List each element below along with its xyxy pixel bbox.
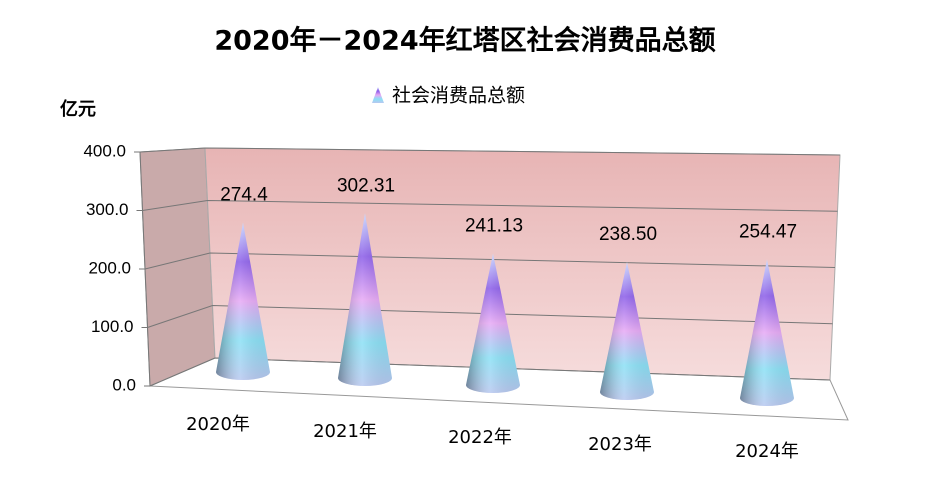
y-tick-label: 0.0 xyxy=(112,375,136,394)
back-wall xyxy=(204,147,841,381)
value-label: 238.50 xyxy=(599,224,657,245)
cone-shade xyxy=(740,259,794,406)
legend: 社会消费品总额 xyxy=(372,85,525,107)
y-tick-label: 400.0 xyxy=(83,141,126,160)
grid-line xyxy=(142,199,838,212)
cone-shade xyxy=(338,213,392,386)
legend-label: 社会消费品总额 xyxy=(392,85,525,107)
x-tick-label: 2021年 xyxy=(313,421,377,442)
cone-shade xyxy=(600,262,654,400)
y-tick-label: 300.0 xyxy=(86,200,129,219)
grid-line xyxy=(139,147,841,156)
value-label: 254.47 xyxy=(739,221,797,242)
y-tick-label: 200.0 xyxy=(88,258,131,277)
cone-shade xyxy=(466,253,520,393)
x-tick-label: 2023年 xyxy=(588,434,652,455)
legend-marker xyxy=(372,87,384,103)
value-label: 302.31 xyxy=(337,175,395,196)
x-tick-label: 2020年 xyxy=(186,414,250,435)
x-tick-label: 2022年 xyxy=(448,427,512,448)
y-axis-label: 亿元 xyxy=(60,98,96,120)
y-tick-label: 100.0 xyxy=(91,317,134,336)
y-axis xyxy=(139,151,151,387)
value-label: 274.4 xyxy=(220,184,268,205)
x-tick-label: 2024年 xyxy=(735,441,799,462)
value-label: 241.13 xyxy=(465,216,523,237)
grid-line xyxy=(144,252,836,270)
cone-shade xyxy=(216,222,270,380)
chart-title: 2020年－2024年红塔区社会消费品总额 xyxy=(214,25,715,57)
